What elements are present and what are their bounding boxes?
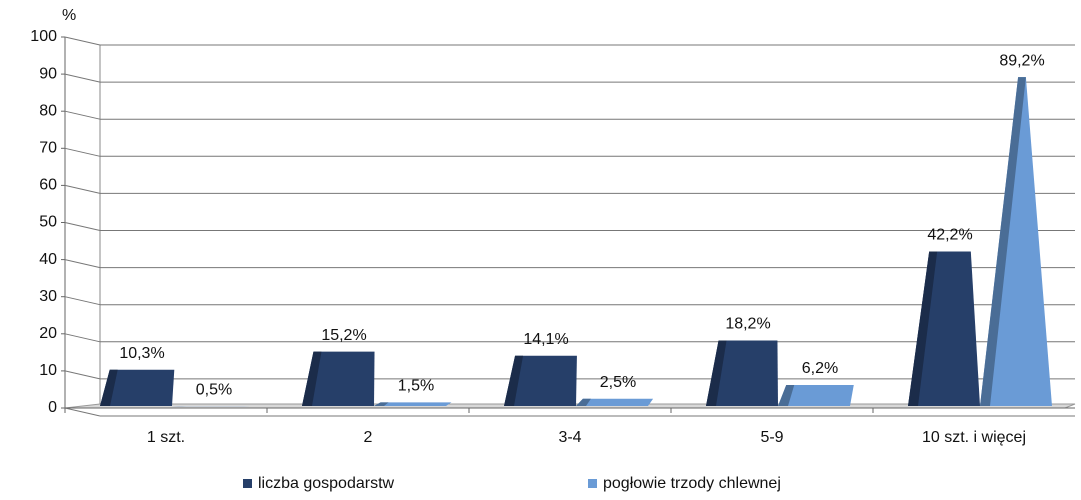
- x-tick-label: 10 szt. i więcej: [922, 429, 1026, 446]
- grid-line: [65, 223, 100, 231]
- grid-line: [65, 37, 100, 45]
- value-label: 42,2%: [927, 227, 972, 244]
- value-label: 14,1%: [523, 331, 568, 348]
- y-tick-label: 70: [39, 140, 57, 157]
- legend-swatch: [243, 479, 252, 488]
- y-tick-label: 40: [39, 251, 57, 268]
- grid-line: [65, 185, 100, 193]
- y-tick-label: 0: [48, 399, 57, 416]
- x-tick-label: 2: [364, 429, 373, 446]
- grid-line: [65, 371, 100, 379]
- y-tick-label: 60: [39, 177, 57, 194]
- y-tick-label: 20: [39, 325, 57, 342]
- grid-line: [65, 74, 100, 82]
- y-tick-label: 50: [39, 214, 57, 231]
- y-tick-label: 80: [39, 102, 57, 119]
- grid-line: [65, 297, 100, 305]
- value-label: 1,5%: [398, 378, 434, 395]
- legend-label: liczba gospodarstw: [258, 475, 395, 492]
- y-axis-label: %: [62, 7, 76, 24]
- value-label: 15,2%: [321, 327, 366, 344]
- grid-line: [65, 111, 100, 119]
- value-label: 18,2%: [725, 316, 770, 333]
- y-tick-label: 90: [39, 65, 57, 82]
- grid-line: [65, 334, 100, 342]
- y-tick-label: 100: [30, 28, 57, 45]
- value-label: 10,3%: [119, 345, 164, 362]
- y-tick-label: 30: [39, 288, 57, 305]
- value-label: 0,5%: [196, 381, 232, 398]
- legend-swatch: [588, 479, 597, 488]
- x-tick-label: 5-9: [760, 429, 783, 446]
- x-tick-label: 3-4: [558, 429, 581, 446]
- value-label: 89,2%: [999, 52, 1044, 69]
- grid-line: [65, 260, 100, 268]
- y-tick-label: 10: [39, 362, 57, 379]
- grid-line: [65, 408, 100, 416]
- value-label: 2,5%: [600, 374, 636, 391]
- value-label: 6,2%: [802, 360, 838, 377]
- legend-label: pogłowie trzody chlewnej: [603, 475, 781, 492]
- grid-line: [65, 148, 100, 156]
- x-tick-label: 1 szt.: [147, 429, 185, 446]
